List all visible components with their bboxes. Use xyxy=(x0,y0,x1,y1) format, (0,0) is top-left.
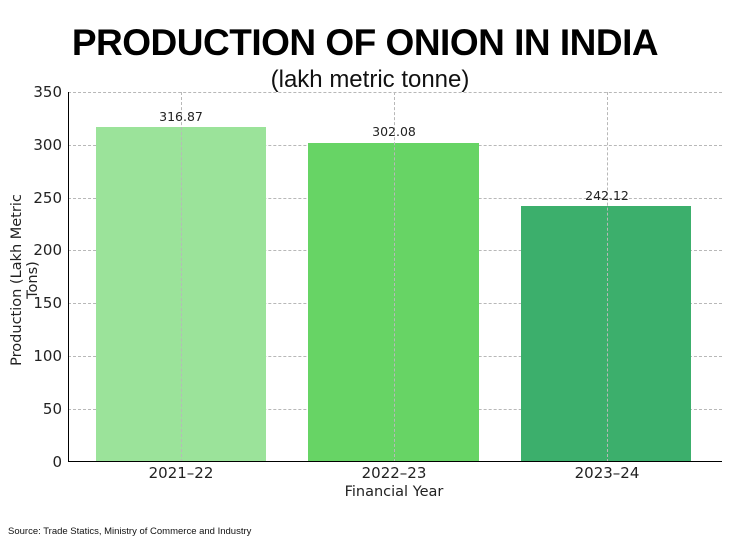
x-axis xyxy=(68,461,722,462)
chart-subtitle: (lakh metric tonne) xyxy=(270,66,470,93)
y-tick: 150 xyxy=(33,294,62,312)
y-axis xyxy=(68,92,69,462)
gridline xyxy=(607,92,608,462)
bar-2022-23 xyxy=(308,143,479,462)
gridline xyxy=(394,92,395,462)
chart-title: PRODUCTION OF ONION IN INDIA xyxy=(71,22,659,63)
x-tick: 2022–23 xyxy=(361,464,427,482)
bar-value-label: 302.08 xyxy=(372,124,416,139)
source-note: Source: Trade Statics, Ministry of Comme… xyxy=(8,526,252,537)
gridline xyxy=(68,92,722,93)
y-tick: 350 xyxy=(33,83,62,101)
y-tick: 250 xyxy=(33,189,62,207)
x-axis-label: Financial Year xyxy=(344,484,444,500)
y-tick: 300 xyxy=(33,136,62,154)
plot-area: 316.87 302.08 242.12 xyxy=(68,92,722,462)
bar-2023-24 xyxy=(521,206,691,462)
x-tick: 2023–24 xyxy=(574,464,640,482)
bar-value-label: 316.87 xyxy=(159,109,203,124)
y-tick: 200 xyxy=(33,241,62,259)
y-tick: 100 xyxy=(33,347,62,365)
gridline xyxy=(181,92,182,462)
y-tick: 0 xyxy=(52,453,62,471)
x-tick: 2021–22 xyxy=(148,464,214,482)
y-tick: 50 xyxy=(42,400,62,418)
bar-value-label: 242.12 xyxy=(585,188,629,203)
